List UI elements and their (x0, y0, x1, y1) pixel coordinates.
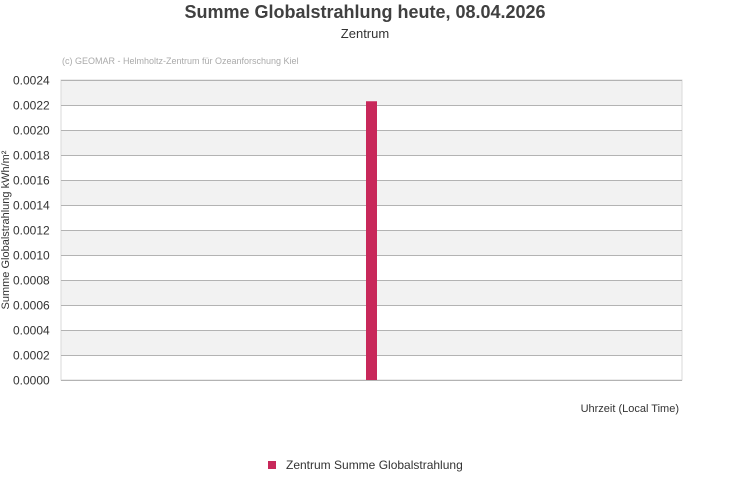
chart-subtitle: Zentrum (341, 26, 389, 41)
y-tick-label: 0.0014 (13, 199, 50, 213)
y-axis-ticks: 0.0000 0.0002 0.0004 0.0006 0.0008 0.0010 0.00… (13, 74, 50, 388)
y-tick-label: 0.0010 (13, 249, 50, 263)
y-tick-label: 0.0024 (13, 74, 50, 88)
y-tick-label: 0.0018 (13, 149, 50, 163)
legend-swatch (268, 461, 276, 469)
x-axis-title: Uhrzeit (Local Time) (581, 403, 679, 415)
chart-title: Summe Globalstrahlung heute, 08.04.2026 (184, 2, 545, 22)
legend-label[interactable]: Zentrum Summe Globalstrahlung (286, 458, 463, 472)
credit-text: (c) GEOMAR - Helmholtz-Zentrum für Ozean… (62, 56, 299, 66)
y-tick-label: 0.0022 (13, 99, 50, 113)
y-tick-label: 0.0012 (13, 224, 50, 238)
y-axis-title: Summe Globalstrahlung kWh/m² (0, 150, 12, 309)
y-tick-label: 0.0008 (13, 274, 50, 288)
y-tick-label: 0.0020 (13, 124, 50, 138)
y-tick-label: 0.0000 (13, 374, 50, 388)
plot-band (61, 80, 682, 105)
y-tick-label: 0.0006 (13, 299, 50, 313)
y-tick-label: 0.0002 (13, 349, 50, 363)
bars (366, 101, 377, 380)
y-tick-label: 0.0016 (13, 174, 50, 188)
legend[interactable]: Zentrum Summe Globalstrahlung (268, 458, 463, 472)
bar[interactable] (366, 101, 377, 380)
y-tick-label: 0.0004 (13, 324, 50, 338)
